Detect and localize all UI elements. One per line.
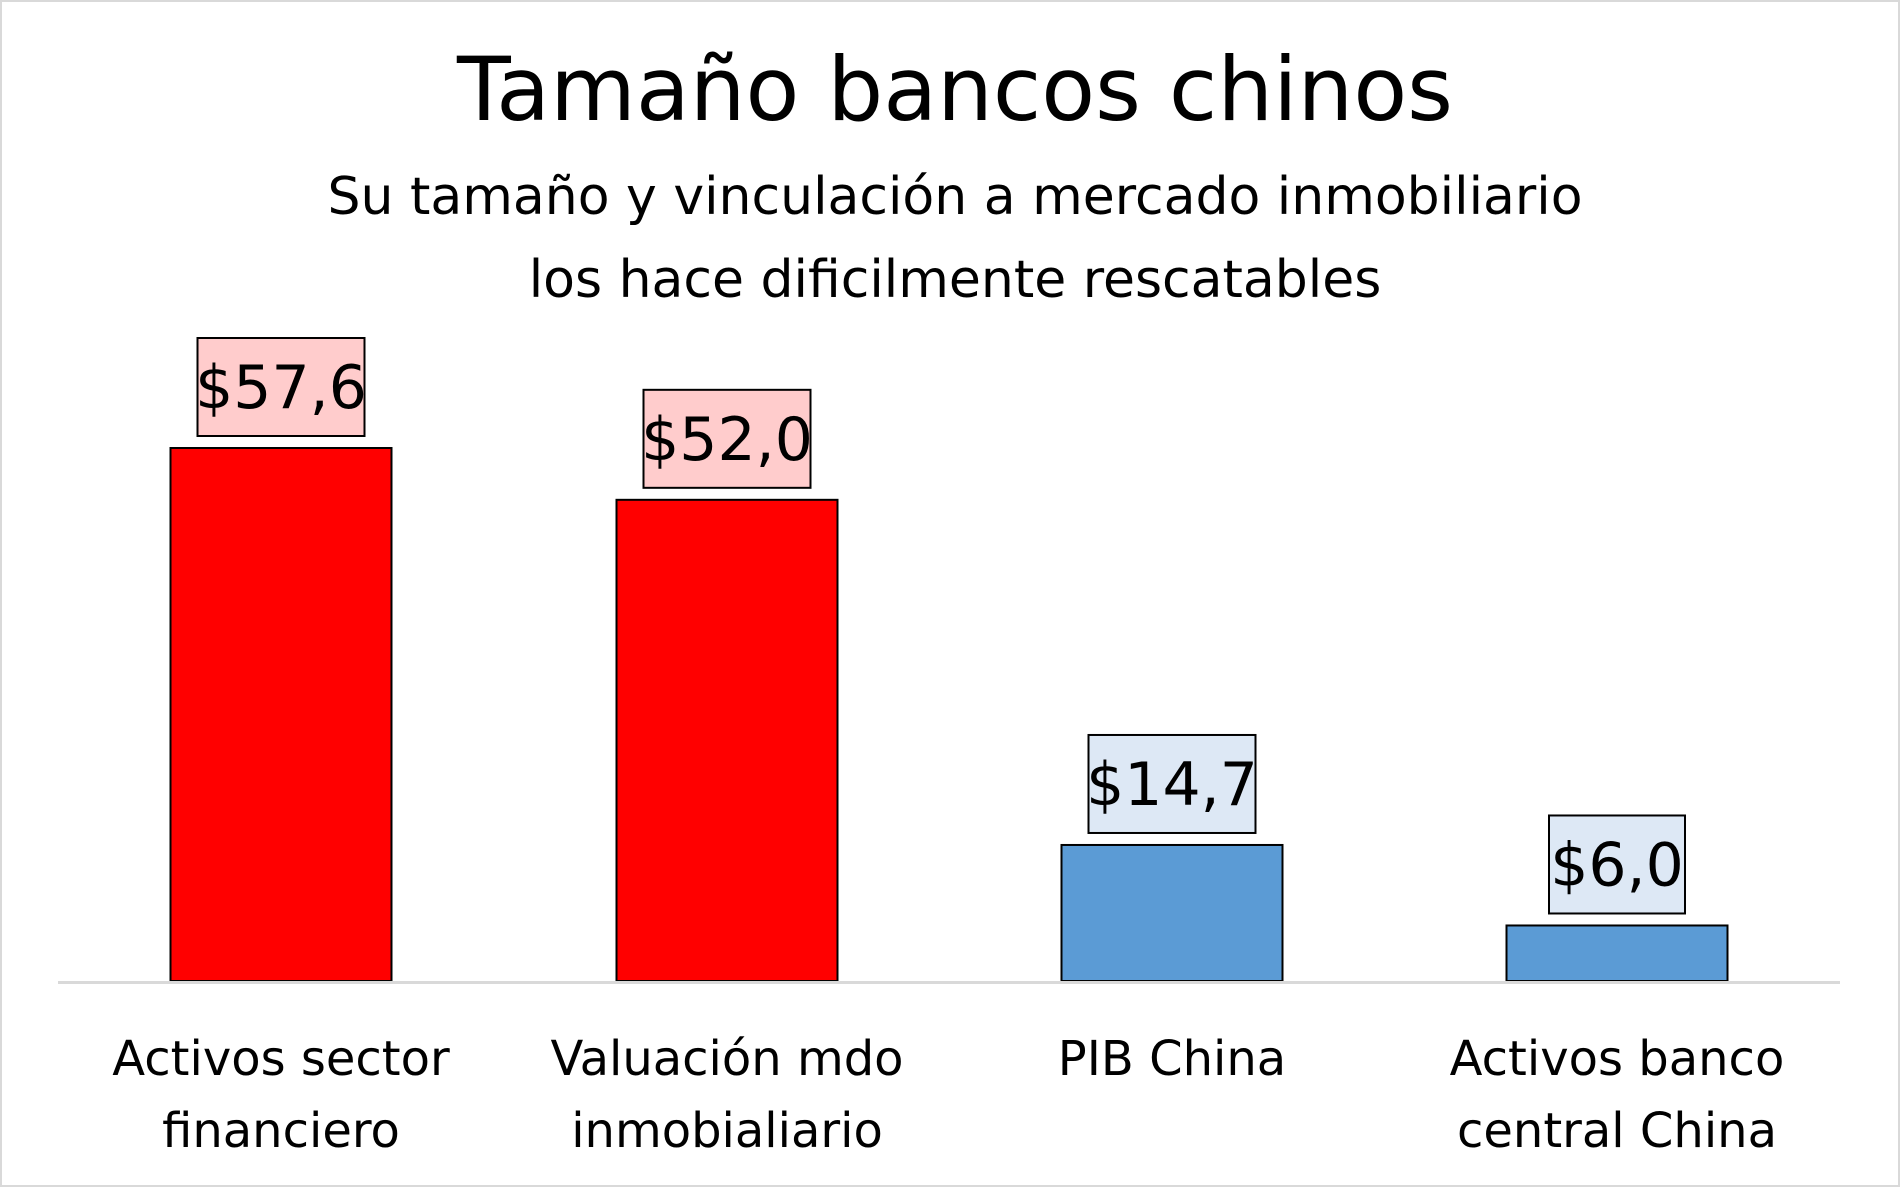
data-label-4: $6,0 (1550, 830, 1684, 900)
bar-3 (1060, 843, 1284, 982)
category-label-1-line-2: financiero (162, 1103, 400, 1159)
category-label-1-line-1: Activos sector (112, 1031, 450, 1087)
data-label-2: $52,0 (641, 405, 813, 475)
data-label-box-4 (1548, 814, 1686, 915)
chart-title: Tamaño bancos chinos (456, 38, 1453, 141)
category-label-4-line-1: Activos banco (1450, 1031, 1785, 1087)
category-label-2-line-2: inmobialiario (571, 1103, 883, 1159)
category-label-4-line-2: central China (1457, 1103, 1777, 1159)
data-label-1: $57,6 (195, 353, 367, 423)
labels-layer: $57,6 Activos sector financiero $52,0 Valuac… (112, 337, 1785, 1159)
bar-4 (1505, 924, 1729, 983)
data-label-3: $14,7 (1086, 750, 1258, 820)
data-label-box-2 (642, 388, 812, 489)
data-label-box-3 (1087, 733, 1257, 834)
chart-subtitle-line-2: los hace dificilmente rescatables (529, 250, 1382, 310)
data-label-box-1 (196, 337, 366, 437)
bar-2 (615, 498, 839, 982)
bars-layer (169, 447, 1729, 983)
bar-1 (169, 447, 393, 982)
chart-subtitle-line-1: Su tamaño y vinculación a mercado inmobi… (327, 167, 1582, 227)
category-label-3-line-1: PIB China (1058, 1031, 1286, 1087)
category-label-2-line-1: Valuación mdo (550, 1031, 903, 1087)
